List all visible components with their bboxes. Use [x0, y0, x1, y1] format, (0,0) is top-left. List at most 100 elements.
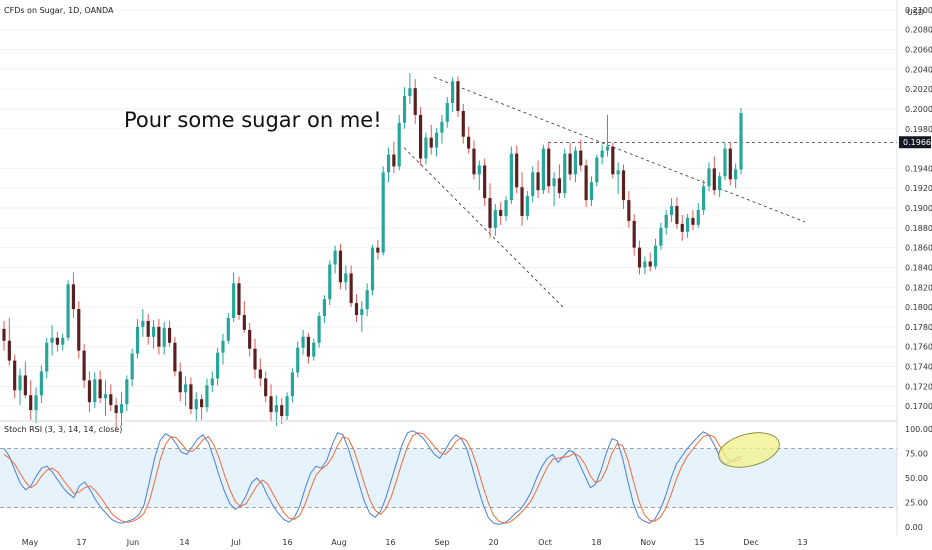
candle-body[interactable] [445, 103, 449, 122]
candle-body[interactable] [167, 327, 172, 343]
candle-body[interactable] [82, 350, 86, 381]
candle-body[interactable] [728, 148, 732, 180]
candle-body[interactable] [664, 214, 668, 228]
candle-body[interactable] [461, 110, 465, 137]
candle-body[interactable] [162, 327, 166, 347]
time-tick-label[interactable]: Nov [640, 538, 656, 547]
candle-body[interactable] [258, 369, 262, 379]
candle-body[interactable] [589, 182, 594, 201]
candle-body[interactable] [135, 326, 140, 354]
candle-body[interactable] [125, 379, 129, 405]
rsi-tick-label[interactable]: 25.00 [905, 499, 928, 508]
candle-body[interactable] [23, 375, 27, 396]
candle-body[interactable] [151, 326, 156, 337]
candle-body[interactable] [605, 146, 610, 151]
time-tick-label[interactable]: Sep [434, 538, 449, 547]
candle-body[interactable] [637, 247, 642, 268]
candle-body[interactable] [424, 137, 428, 159]
currency-label[interactable]: USD [907, 8, 924, 17]
candle-body[interactable] [386, 154, 391, 173]
last-price-tag[interactable] [899, 136, 931, 149]
time-tick-label[interactable]: Oct [538, 538, 552, 547]
candle-body[interactable] [2, 328, 6, 341]
rsi-tick-label[interactable]: 0.00 [905, 523, 923, 532]
candle-body[interactable] [109, 394, 113, 406]
candle-body[interactable] [611, 146, 615, 175]
candle-body[interactable] [669, 206, 674, 215]
candle-body[interactable] [146, 320, 150, 337]
candle-body[interactable] [114, 405, 118, 414]
candle-body[interactable] [504, 200, 508, 216]
candle-body[interactable] [477, 165, 481, 175]
candle-body[interactable] [18, 375, 22, 391]
candle-body[interactable] [739, 112, 743, 170]
candle-body[interactable] [418, 114, 423, 159]
time-tick-label[interactable]: 20 [488, 538, 498, 547]
candle-body[interactable] [280, 405, 284, 417]
time-tick-label[interactable]: 13 [797, 538, 807, 547]
rsi-tick-label[interactable]: 50.00 [905, 474, 928, 483]
candle-body[interactable] [77, 309, 81, 351]
candle-body[interactable] [568, 153, 572, 175]
candle-body[interactable] [253, 348, 257, 370]
candle-body[interactable] [344, 273, 348, 283]
candle-body[interactable] [440, 121, 444, 133]
candle-body[interactable] [659, 227, 663, 246]
candle-body[interactable] [39, 371, 43, 396]
candle-body[interactable] [723, 148, 727, 177]
time-tick-label[interactable]: Jul [230, 538, 241, 547]
candle-body[interactable] [242, 315, 246, 330]
candle-body[interactable] [269, 396, 273, 413]
candle-body[interactable] [274, 405, 278, 413]
candle-body[interactable] [221, 340, 225, 353]
candle-body[interactable] [557, 178, 562, 194]
candle-body[interactable] [285, 396, 289, 417]
candle-body[interactable] [680, 223, 684, 232]
candle-body[interactable] [157, 326, 161, 347]
candle-body[interactable] [621, 170, 626, 201]
candle-body[interactable] [547, 148, 551, 187]
time-tick-label[interactable]: 15 [694, 538, 704, 547]
candle-body[interactable] [515, 153, 519, 188]
time-tick-label[interactable]: 17 [76, 538, 86, 547]
time-tick-label[interactable]: May [22, 538, 39, 547]
candle-body[interactable] [34, 395, 38, 411]
candle-body[interactable] [301, 336, 305, 348]
candle-body[interactable] [312, 342, 316, 357]
candle-body[interactable] [13, 360, 17, 391]
candle-body[interactable] [354, 303, 359, 316]
candle-body[interactable] [451, 81, 455, 104]
candle-body[interactable] [328, 264, 332, 300]
price-tick-label[interactable]: 0.21000 [905, 6, 932, 15]
candle-body[interactable] [525, 196, 529, 216]
candle-body[interactable] [616, 170, 620, 175]
candle-body[interactable] [306, 336, 311, 357]
candle-body[interactable] [210, 378, 214, 386]
candle-body[interactable] [200, 399, 204, 408]
candle-body[interactable] [232, 283, 236, 318]
candle-body[interactable] [237, 283, 241, 316]
candle-body[interactable] [632, 220, 636, 248]
candle-body[interactable] [707, 168, 711, 187]
stoch-rsi-lines[interactable] [3, 430, 742, 525]
candle-body[interactable] [360, 309, 364, 316]
time-tick-label[interactable]: 16 [385, 538, 395, 547]
candle-body[interactable] [93, 379, 97, 403]
candle-body[interactable] [392, 154, 396, 167]
candle-body[interactable] [691, 217, 695, 225]
candle-body[interactable] [119, 404, 124, 414]
price-candles[interactable] [2, 73, 743, 428]
candle-body[interactable] [45, 342, 49, 372]
candle-body[interactable] [194, 399, 198, 410]
candle-body[interactable] [408, 88, 412, 97]
